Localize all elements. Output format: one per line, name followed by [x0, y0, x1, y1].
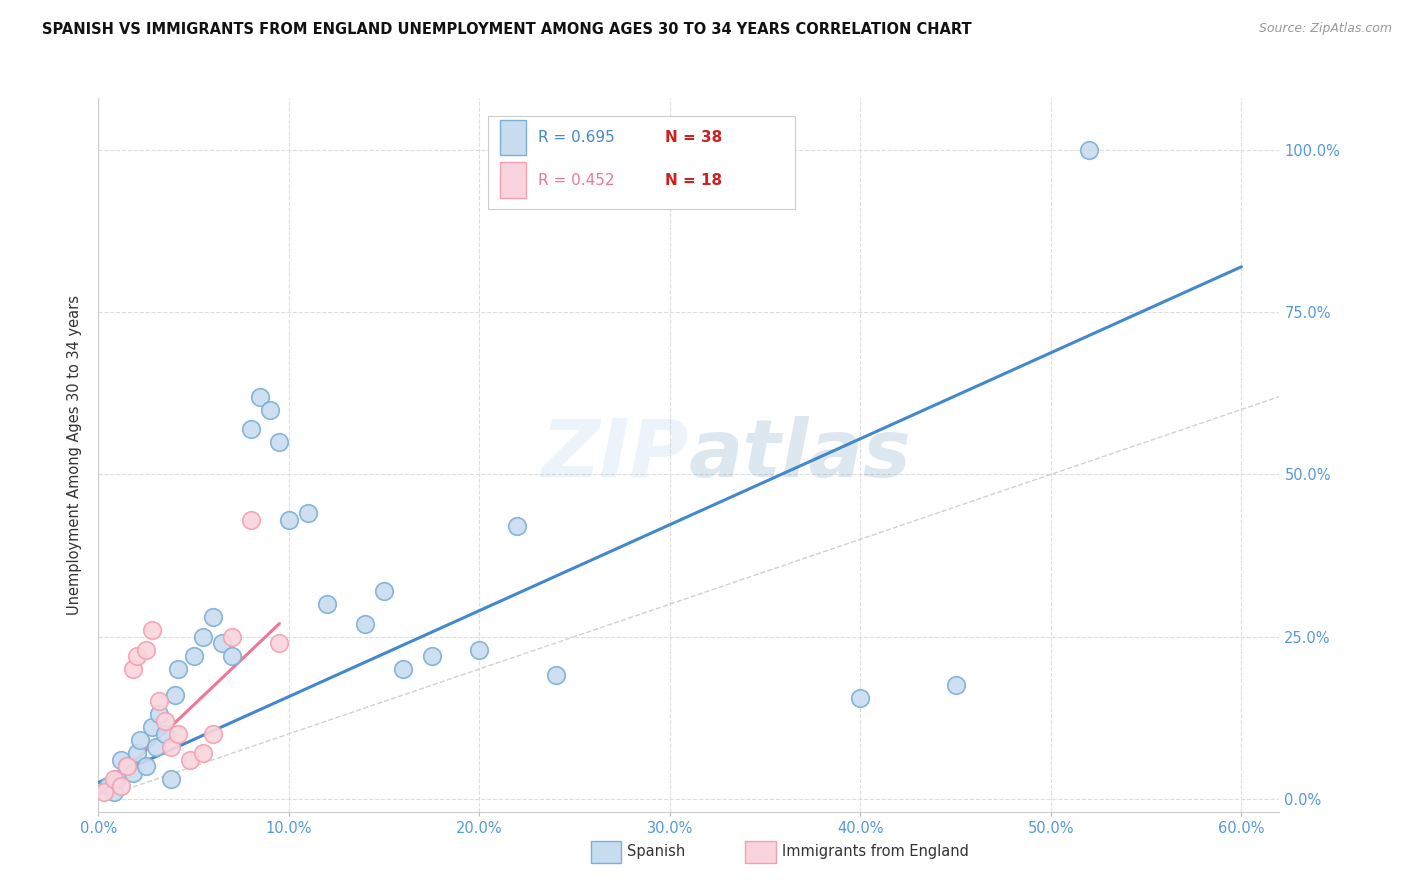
Point [125, 648, 148, 663]
Point [153, 727, 176, 741]
Point [506, 519, 529, 533]
Text: N = 38: N = 38 [665, 130, 723, 145]
Point [110, 779, 132, 793]
Point [221, 648, 243, 663]
Point [97, 779, 120, 793]
Point [468, 642, 491, 657]
Point [945, 678, 967, 692]
Point [544, 668, 567, 682]
Text: N = 18: N = 18 [665, 173, 723, 187]
Point [115, 759, 138, 773]
Bar [501, 162, 526, 198]
FancyBboxPatch shape [488, 116, 796, 209]
Point [153, 714, 176, 728]
Point [373, 584, 395, 599]
Text: R = 0.695: R = 0.695 [537, 130, 614, 145]
Point [849, 691, 872, 706]
Bar [501, 120, 526, 155]
Point [193, 630, 215, 644]
Point [107, 772, 129, 787]
Point [193, 747, 215, 761]
Point [392, 662, 415, 676]
Point [211, 636, 233, 650]
Text: atlas: atlas [689, 416, 911, 494]
Point [239, 422, 262, 436]
Point [115, 759, 138, 773]
Point [148, 707, 170, 722]
Point [163, 688, 186, 702]
Point [145, 739, 167, 754]
Point [141, 720, 163, 734]
Point [277, 513, 299, 527]
Point [129, 733, 152, 747]
Text: Immigrants from England: Immigrants from England [782, 845, 969, 859]
Point [159, 739, 181, 754]
Point [167, 727, 190, 741]
Point [135, 642, 157, 657]
Point [148, 694, 170, 708]
Text: ZIP: ZIP [541, 416, 689, 494]
Point [354, 616, 377, 631]
Point [179, 753, 201, 767]
Point [183, 648, 205, 663]
Point [201, 727, 224, 741]
Point [167, 662, 190, 676]
Point [259, 402, 281, 417]
Point [269, 636, 291, 650]
Point [249, 390, 271, 404]
Point [125, 747, 148, 761]
Text: R = 0.452: R = 0.452 [537, 173, 614, 187]
Point [93, 785, 115, 799]
Text: SPANISH VS IMMIGRANTS FROM ENGLAND UNEMPLOYMENT AMONG AGES 30 TO 34 YEARS CORREL: SPANISH VS IMMIGRANTS FROM ENGLAND UNEMP… [42, 22, 972, 37]
Point [420, 648, 443, 663]
Point [141, 623, 163, 637]
Point [239, 513, 262, 527]
Text: Source: ZipAtlas.com: Source: ZipAtlas.com [1258, 22, 1392, 36]
Text: Spanish: Spanish [627, 845, 685, 859]
Point [297, 506, 319, 520]
Point [121, 765, 143, 780]
Point [269, 434, 291, 449]
Y-axis label: Unemployment Among Ages 30 to 34 years: Unemployment Among Ages 30 to 34 years [67, 295, 83, 615]
Point [1078, 143, 1101, 157]
Point [221, 630, 243, 644]
Point [110, 753, 132, 767]
Point [316, 597, 339, 611]
Point [103, 772, 125, 787]
Point [201, 610, 224, 624]
Point [121, 662, 143, 676]
Point [159, 772, 181, 787]
Point [135, 759, 157, 773]
Point [103, 785, 125, 799]
